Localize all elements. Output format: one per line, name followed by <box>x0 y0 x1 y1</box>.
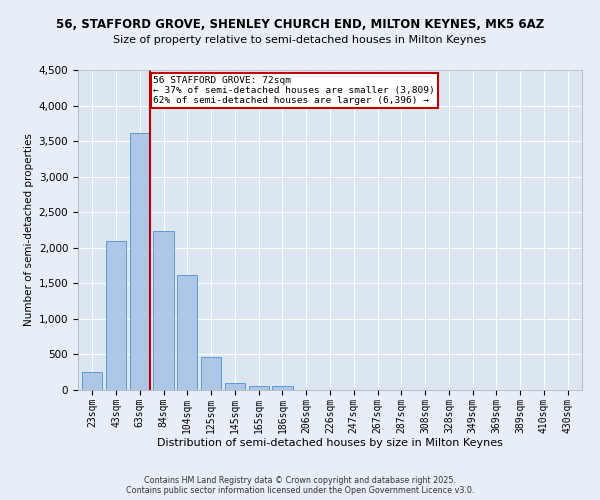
Text: 56, STAFFORD GROVE, SHENLEY CHURCH END, MILTON KEYNES, MK5 6AZ: 56, STAFFORD GROVE, SHENLEY CHURCH END, … <box>56 18 544 30</box>
Bar <box>130 132 150 390</box>
Bar <box>248 386 269 390</box>
Y-axis label: Number of semi-detached properties: Number of semi-detached properties <box>25 134 34 326</box>
Bar <box>201 358 221 390</box>
Bar <box>272 386 293 390</box>
X-axis label: Distribution of semi-detached houses by size in Milton Keynes: Distribution of semi-detached houses by … <box>157 438 503 448</box>
Bar <box>225 383 245 390</box>
Bar <box>82 372 103 390</box>
Bar <box>177 275 197 390</box>
Text: Size of property relative to semi-detached houses in Milton Keynes: Size of property relative to semi-detach… <box>113 35 487 45</box>
Text: Contains HM Land Registry data © Crown copyright and database right 2025.
Contai: Contains HM Land Registry data © Crown c… <box>126 476 474 495</box>
Bar <box>154 232 173 390</box>
Text: 56 STAFFORD GROVE: 72sqm
← 37% of semi-detached houses are smaller (3,809)
62% o: 56 STAFFORD GROVE: 72sqm ← 37% of semi-d… <box>154 76 435 106</box>
Bar <box>106 240 126 390</box>
